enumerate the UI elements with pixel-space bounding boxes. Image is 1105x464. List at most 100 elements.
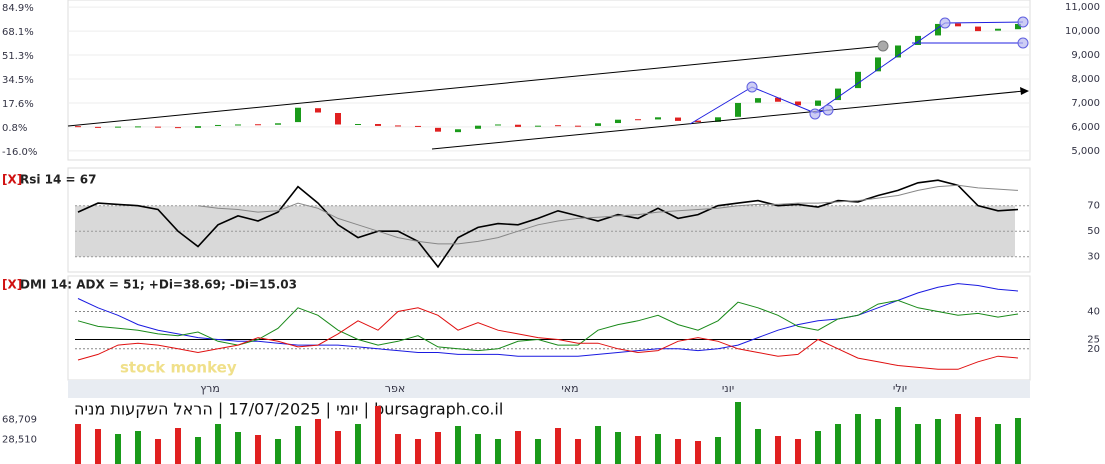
- tick-label: 17.6%: [2, 99, 34, 110]
- candle: [75, 126, 81, 128]
- candle: [195, 126, 201, 128]
- indicator-label: DMI 14: ADX = 51; +Di=38.69; -Di=15.03: [20, 278, 297, 292]
- candle: [295, 107, 301, 123]
- volume-bar: [575, 439, 581, 464]
- tick-label: 7,000: [1071, 98, 1100, 109]
- volume-bar: [95, 429, 101, 464]
- month-label: אפר: [385, 382, 405, 395]
- volume-bar: [795, 439, 801, 464]
- volume-bar: [255, 435, 261, 464]
- tick-label: 84.9%: [2, 3, 34, 14]
- candle: [635, 119, 641, 121]
- candle: [975, 26, 981, 32]
- candle: [555, 125, 561, 127]
- candle: [355, 124, 361, 126]
- arrow-head: [1020, 87, 1029, 95]
- volume-bar: [755, 429, 761, 464]
- candle: [175, 127, 181, 129]
- tick-label: 68.1%: [2, 27, 34, 38]
- tick-label: 5,000: [1071, 146, 1100, 157]
- volume-bar: [315, 419, 321, 464]
- volume-bar: [935, 419, 941, 464]
- month-label: יוני: [722, 382, 734, 395]
- volume-bar: [175, 428, 181, 464]
- indicator-line: [197, 184, 1019, 245]
- candle: [955, 23, 961, 27]
- month-label: מאי: [561, 382, 578, 395]
- indicator-line: [77, 179, 1019, 269]
- tick-label: 9,000: [1071, 50, 1100, 61]
- volume-bar: [235, 432, 241, 464]
- volume-bar: [115, 434, 121, 464]
- trend-line: [67, 45, 884, 127]
- indicator-line: [77, 283, 1019, 357]
- close-button[interactable]: [X]: [2, 278, 22, 292]
- candle: [335, 112, 341, 125]
- candle: [775, 97, 781, 102]
- candle: [695, 120, 701, 123]
- tick-label: 8,000: [1071, 74, 1100, 85]
- volume-bar: [155, 439, 161, 464]
- volume-bar: [895, 407, 901, 464]
- candle: [855, 71, 861, 89]
- candle: [515, 124, 521, 127]
- volume-bar: [135, 431, 141, 464]
- candle: [455, 129, 461, 133]
- close-button[interactable]: [X]: [2, 173, 22, 187]
- candle: [435, 127, 441, 132]
- candle: [815, 100, 821, 106]
- watermark: stock monkey: [120, 359, 237, 377]
- tick-label: 0.8%: [2, 123, 27, 134]
- candle: [795, 101, 801, 106]
- volume-bar: [75, 424, 81, 464]
- candle: [155, 126, 161, 128]
- volume-bar: [615, 432, 621, 464]
- candle: [915, 35, 921, 46]
- anchor-point: [939, 17, 951, 29]
- candle: [415, 125, 421, 127]
- volume-bar: [855, 414, 861, 464]
- volume-bar: [435, 432, 441, 464]
- tick-label: 30: [1087, 252, 1100, 263]
- tick-label: -16.0%: [2, 147, 37, 158]
- candle: [475, 125, 481, 129]
- volume-bar: [915, 424, 921, 464]
- volume-bar: [195, 437, 201, 464]
- volume-bar: [415, 439, 421, 464]
- volume-bar: [475, 434, 481, 464]
- tick-label: 70: [1087, 201, 1100, 212]
- volume-bar: [735, 402, 741, 464]
- candle: [255, 124, 261, 126]
- tick-label: 10,000: [1065, 26, 1100, 37]
- tick-label: 50: [1087, 226, 1100, 237]
- candle: [495, 124, 501, 126]
- volume-bar: [995, 424, 1001, 464]
- candle: [95, 126, 101, 128]
- volume-bar: [515, 431, 521, 464]
- candle: [135, 126, 141, 128]
- volume-bar: [595, 426, 601, 464]
- candle: [835, 88, 841, 101]
- volume-bar: [635, 436, 641, 464]
- volume-bar: [355, 424, 361, 464]
- candle: [615, 119, 621, 124]
- candle: [675, 117, 681, 121]
- tick-label: 68,709: [2, 415, 37, 426]
- volume-bar: [775, 436, 781, 464]
- candle: [375, 124, 381, 126]
- indicator-label: Rsi 14 = 67: [20, 173, 96, 187]
- volume-bar: [815, 431, 821, 464]
- volume-bar: [495, 439, 501, 464]
- volume-bar: [335, 431, 341, 464]
- tick-label: 28,510: [2, 435, 37, 446]
- candle: [655, 117, 661, 120]
- candle: [715, 117, 721, 122]
- candle: [735, 102, 741, 117]
- volume-bar: [835, 424, 841, 464]
- tick-label: 11,000: [1065, 2, 1100, 13]
- volume-bar: [455, 426, 461, 464]
- volume-bar: [295, 426, 301, 464]
- candle: [395, 125, 401, 127]
- volume-bar: [695, 441, 701, 464]
